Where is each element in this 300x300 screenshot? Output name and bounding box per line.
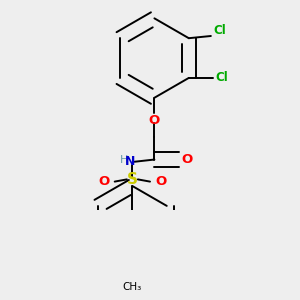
Text: O: O bbox=[181, 153, 192, 166]
Text: Cl: Cl bbox=[213, 24, 226, 37]
Text: O: O bbox=[155, 175, 167, 188]
Text: CH₃: CH₃ bbox=[123, 282, 142, 292]
Text: O: O bbox=[98, 175, 109, 188]
Text: N: N bbox=[125, 155, 136, 168]
Text: H: H bbox=[120, 154, 128, 164]
Text: O: O bbox=[149, 114, 160, 127]
Text: S: S bbox=[127, 172, 138, 187]
Text: Cl: Cl bbox=[215, 71, 228, 84]
